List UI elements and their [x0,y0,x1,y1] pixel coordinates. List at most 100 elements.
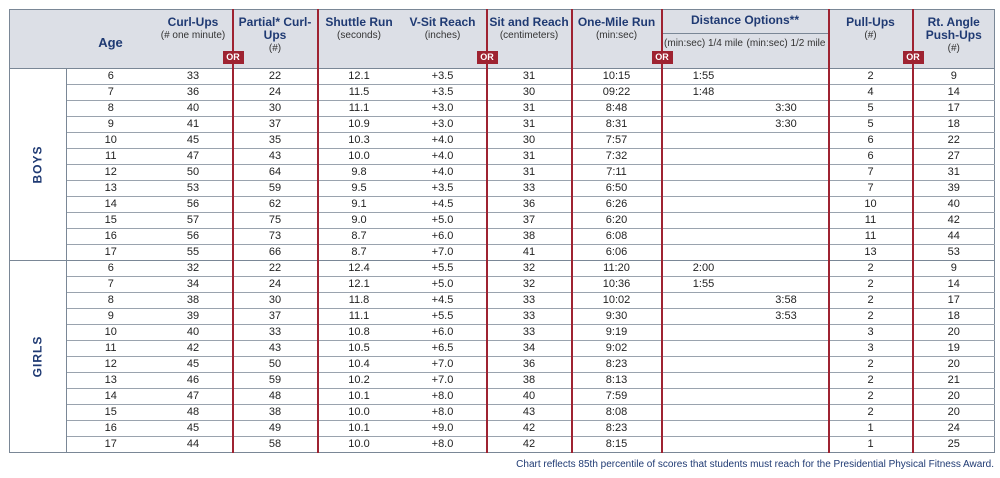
table-row: BOYS 6 33 22 12.1 +3.5 31 10:15 1:55 2 9 [9,68,995,261]
cell-v-sit-reach: +5.5 [399,260,487,277]
group-boys: BOYS [9,68,67,261]
header-curl-ups-title: Curl-Ups [167,15,219,29]
cell-curl-ups: 45 [154,132,233,149]
cell-age: 6 [66,68,155,85]
cell-partial-curl-ups: 30 [231,100,318,117]
cell-one-mile-run: 09:22 [570,84,662,101]
cell-sit-and-reach: 31 [485,116,572,133]
cell-half-mile [744,212,829,229]
cell-partial-curl-ups: 62 [231,196,318,213]
cell-half-mile: 3:30 [744,116,829,133]
cell-sit-and-reach: 34 [485,340,572,357]
cell-age: 17 [66,436,155,453]
cell-half-mile [744,324,829,341]
header-distance-title: Distance Options** [690,13,800,27]
table-row: 17 55 66 8.7 +7.0 41 6:06 13 53 [10,244,995,261]
cell-curl-ups: 48 [154,404,233,421]
cell-one-mile-run: 9:02 [570,340,662,357]
cell-pull-ups: 11 [827,212,913,229]
cell-age: 7 [66,276,155,293]
cell-partial-curl-ups: 49 [231,420,318,437]
cell-one-mile-run: 9:30 [570,308,662,325]
cell-push-ups: 21 [911,372,995,389]
cell-push-ups: 25 [911,436,995,453]
table-row: 12 45 50 10.4 +7.0 36 8:23 2 20 [10,356,995,373]
cell-curl-ups: 34 [154,276,233,293]
header-curl-ups-sub: (# one minute) [160,30,226,41]
header-partial-curl-ups-title: Partial* Curl-Ups [238,15,312,42]
cell-half-mile [744,276,829,293]
cell-v-sit-reach: +5.0 [399,212,487,229]
cell-curl-ups: 56 [154,228,233,245]
cell-half-mile [744,340,829,357]
cell-v-sit-reach: +3.0 [399,100,487,117]
cell-push-ups: 9 [911,260,995,277]
cell-quarter-mile [660,292,745,309]
table-row: 11 47 43 10.0 +4.0 31 7:32 6 27 [10,148,995,165]
header-partial-curl-ups: OR Partial* Curl-Ups (#) [222,9,318,69]
fitness-standards-table: Age Curl-Ups (# one minute) OR Partial* … [9,9,995,453]
cell-partial-curl-ups: 50 [231,356,318,373]
cell-push-ups: 14 [911,276,995,293]
cell-v-sit-reach: +8.0 [399,404,487,421]
cell-sit-and-reach: 36 [485,196,572,213]
cell-half-mile [744,164,829,181]
cell-sit-and-reach: 36 [485,356,572,373]
cell-sit-and-reach: 31 [485,100,572,117]
cell-pull-ups: 13 [827,244,913,261]
cell-v-sit-reach: +5.5 [399,308,487,325]
footnote: Chart reflects 85th percentile of scores… [516,459,994,470]
cell-curl-ups: 46 [154,372,233,389]
cell-age: 8 [66,100,155,117]
cell-half-mile [744,132,829,149]
cell-pull-ups: 6 [827,148,913,165]
cell-shuttle-run: 12.1 [316,276,400,293]
cell-push-ups: 17 [911,100,995,117]
cell-pull-ups: 10 [827,196,913,213]
cell-one-mile-run: 6:08 [570,228,662,245]
cell-shuttle-run: 11.8 [316,292,400,309]
header-one-mile-title: One-Mile Run [577,15,656,29]
cell-partial-curl-ups: 24 [231,84,318,101]
header-push-ups-sub: (#) [947,43,960,54]
cell-shuttle-run: 10.1 [316,388,400,405]
cell-sit-and-reach: 38 [485,228,572,245]
header-distance-options: OR Distance Options** [651,9,829,64]
cell-push-ups: 42 [911,212,995,229]
cell-one-mile-run: 7:11 [570,164,662,181]
cell-shuttle-run: 8.7 [316,244,400,261]
header-v-sit-reach: V-Sit Reach (inches) [399,9,487,69]
cell-half-mile [744,420,829,437]
cell-one-mile-run: 10:36 [570,276,662,293]
or-badge: OR [651,51,673,64]
table-row: 10 45 35 10.3 +4.0 30 7:57 6 22 [10,132,995,149]
header-shuttle-run-sub: (seconds) [337,30,381,41]
header-pull-ups-title: Pull-Ups [846,15,895,29]
cell-quarter-mile [660,244,745,261]
cell-partial-curl-ups: 22 [231,260,318,277]
cell-shuttle-run: 10.3 [316,132,400,149]
cell-pull-ups: 7 [827,180,913,197]
cell-one-mile-run: 8:15 [570,436,662,453]
cell-v-sit-reach: +3.0 [399,116,487,133]
cell-push-ups: 20 [911,404,995,421]
cell-pull-ups: 1 [827,436,913,453]
cell-v-sit-reach: +6.0 [399,324,487,341]
cell-sit-and-reach: 40 [485,388,572,405]
cell-curl-ups: 56 [154,196,233,213]
cell-v-sit-reach: +8.0 [399,388,487,405]
cell-quarter-mile [660,180,745,197]
table-row: 10 40 33 10.8 +6.0 33 9:19 3 20 [10,324,995,341]
cell-half-mile [744,84,829,101]
table-row: 17 44 58 10.0 +8.0 42 8:15 1 25 [10,436,995,453]
cell-quarter-mile [660,228,745,245]
header-blank [9,9,67,69]
table-row: 16 45 49 10.1 +9.0 42 8:23 1 24 [10,420,995,437]
cell-sit-and-reach: 33 [485,180,572,197]
cell-sit-and-reach: 31 [485,148,572,165]
cell-shuttle-run: 11.5 [316,84,400,101]
cell-half-mile [744,388,829,405]
cell-quarter-mile [660,404,745,421]
cell-sit-and-reach: 33 [485,292,572,309]
cell-quarter-mile [660,420,745,437]
